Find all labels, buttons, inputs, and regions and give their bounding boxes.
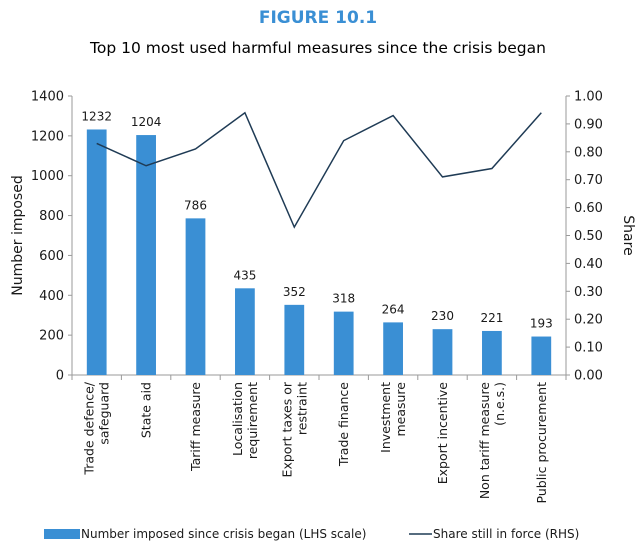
right-axis-title: Share xyxy=(620,215,636,255)
bar xyxy=(136,135,156,375)
bar xyxy=(235,288,255,375)
bar xyxy=(383,322,403,375)
bar xyxy=(284,304,305,375)
bar-data-label: 435 xyxy=(233,268,256,282)
chart-title: Top 10 most used harmful measures since … xyxy=(89,39,546,57)
bar-data-label: 264 xyxy=(382,302,405,316)
bar xyxy=(432,329,453,375)
bar-data-label: 1204 xyxy=(131,115,162,129)
category-label: Non tariff measure(n.e.s.) xyxy=(477,382,507,499)
category-label-line: requirement xyxy=(245,382,260,459)
bar-data-label: 786 xyxy=(184,198,207,212)
legend-line-label: Share still in force (RHS) xyxy=(433,527,579,541)
left-tick-label: 1400 xyxy=(31,90,64,105)
category-label-line: (n.e.s.) xyxy=(492,382,507,426)
right-tick-label: 0.20 xyxy=(574,313,603,328)
right-tick-label: 0.90 xyxy=(574,117,603,132)
figure-label: FIGURE 10.1 xyxy=(259,8,377,28)
category-label: Trade finance xyxy=(336,382,351,467)
legend-bar-swatch xyxy=(44,529,80,539)
category-label: Export incentive xyxy=(435,382,450,485)
bar xyxy=(86,129,107,375)
left-axis-title: Number imposed xyxy=(10,175,26,295)
bar xyxy=(333,311,354,375)
left-tick-label: 1000 xyxy=(31,169,64,184)
right-tick-label: 1.00 xyxy=(574,90,603,105)
left-tick-label: 1200 xyxy=(31,129,64,144)
category-label: Tariff measure xyxy=(188,382,203,472)
share-line xyxy=(96,111,542,229)
bar-data-label: 352 xyxy=(283,285,306,299)
category-label-line: Trade defence/ xyxy=(82,381,97,475)
bar-data-label: 193 xyxy=(530,317,553,331)
category-label-line: Trade finance xyxy=(336,382,351,467)
bar-data-label: 221 xyxy=(480,311,503,325)
bar xyxy=(531,336,552,375)
category-label: Export taxes orrestraint xyxy=(279,381,309,477)
category-label-line: Export incentive xyxy=(435,382,450,485)
category-label: State aid xyxy=(139,382,154,438)
right-tick-label: 0.80 xyxy=(574,145,603,160)
category-label-line: Investment xyxy=(378,382,393,453)
right-tick-label: 0.00 xyxy=(574,369,603,384)
right-tick-label: 0.60 xyxy=(574,201,603,216)
right-tick-label: 0.70 xyxy=(574,173,603,188)
left-tick-label: 200 xyxy=(39,329,64,344)
legend-bar-label: Number imposed since crisis began (LHS s… xyxy=(81,527,366,541)
bar xyxy=(482,330,502,375)
category-label-line: safeguard xyxy=(97,382,112,445)
left-tick-label: 0 xyxy=(56,369,64,384)
category-label: Trade defence/safeguard xyxy=(82,381,112,475)
category-label: Investmentmeasure xyxy=(378,382,408,453)
bar-data-label: 230 xyxy=(431,309,454,323)
category-label: Public procurement xyxy=(534,382,549,504)
category-label: Localisationrequirement xyxy=(230,382,260,459)
left-tick-label: 400 xyxy=(39,289,64,304)
legend: Number imposed since crisis began (LHS s… xyxy=(44,527,579,541)
category-label-line: State aid xyxy=(139,382,154,438)
bar-data-label: 1232 xyxy=(81,109,112,123)
category-label-line: Tariff measure xyxy=(188,382,203,472)
right-tick-label: 0.40 xyxy=(574,257,603,272)
category-label-line: Non tariff measure xyxy=(477,382,492,499)
right-tick-label: 0.50 xyxy=(574,229,603,244)
category-label-line: measure xyxy=(393,382,408,437)
plot-area: 0 200 400 600 800 1000 1200 1400 0.00 0.10 0.20 0.3… xyxy=(10,90,636,504)
right-tick-label: 0.30 xyxy=(574,285,603,300)
right-tick-label: 0.10 xyxy=(574,341,603,356)
left-tick-label: 800 xyxy=(39,209,64,224)
left-tick-label: 600 xyxy=(39,249,64,264)
category-label-line: restraint xyxy=(294,382,309,435)
category-label-line: Export taxes or xyxy=(279,381,294,477)
category-label-line: Localisation xyxy=(230,382,245,456)
bar-data-label: 318 xyxy=(332,292,355,306)
category-label-line: Public procurement xyxy=(534,382,549,504)
bar xyxy=(185,218,206,375)
